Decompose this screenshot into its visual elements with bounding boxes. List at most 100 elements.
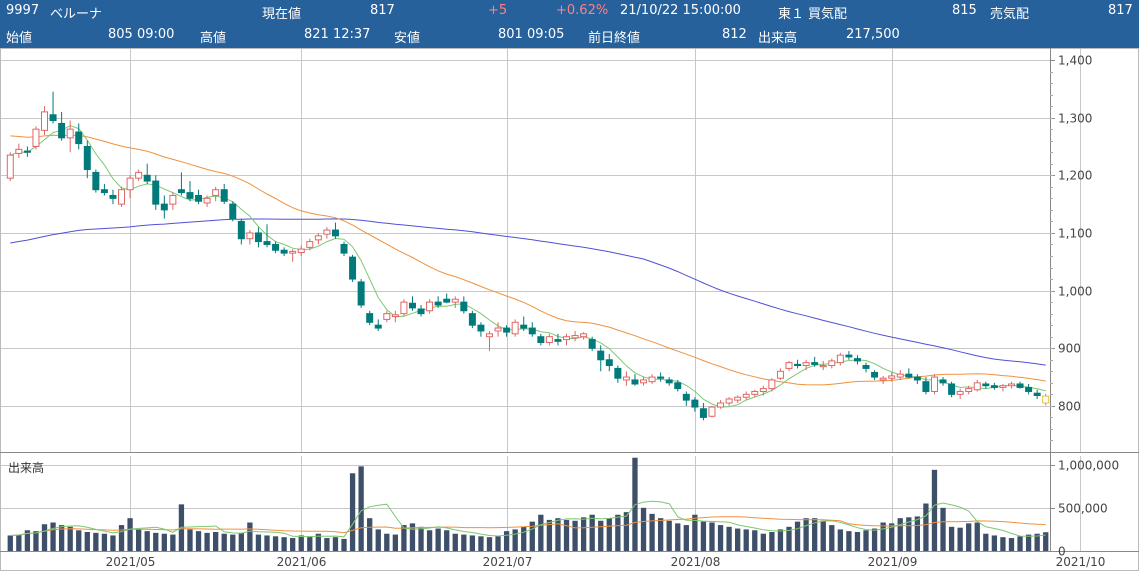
low-label: 安値 — [394, 31, 421, 46]
volume-tick-label: 1,000,000 — [1058, 459, 1119, 473]
candle-body — [930, 376, 938, 392]
axes: 1,400 1,300 1,200 1,100 1,000 900 800 2021/05 20… — [0, 48, 1139, 571]
volume-bar — [846, 531, 852, 551]
price-tick-label: 1,100 — [1058, 227, 1092, 241]
volume-bar — [290, 538, 296, 551]
candle — [203, 195, 211, 207]
candle — [195, 189, 203, 205]
volume-bar — [880, 522, 886, 551]
volume-bar — [820, 520, 826, 551]
candle — [794, 359, 802, 369]
volume-bar — [829, 525, 835, 551]
candle-body — [802, 362, 810, 367]
candle-body — [725, 398, 733, 404]
candle-body — [23, 150, 31, 153]
candle-body — [674, 382, 682, 390]
volume-bar — [418, 526, 424, 551]
volume-average-lines — [10, 500, 1046, 538]
candle — [297, 245, 305, 256]
volume-bar — [538, 514, 544, 551]
candle-body — [853, 358, 861, 362]
candle-body — [999, 385, 1007, 388]
volume-bar — [435, 528, 441, 551]
volume-bar — [230, 534, 236, 551]
candle-body — [785, 362, 793, 369]
date-tick-label: 2021/05 — [106, 555, 156, 569]
volume-bar — [332, 537, 339, 551]
candle-body — [1042, 395, 1050, 404]
volume-bar — [349, 473, 356, 551]
candle-body — [83, 145, 91, 171]
candle — [879, 375, 887, 384]
candle-body — [922, 381, 930, 392]
candle-body — [340, 243, 348, 254]
candle — [776, 368, 784, 380]
volume-bar — [940, 507, 946, 551]
candle-body — [597, 350, 605, 361]
candle — [374, 319, 382, 331]
volume-bar — [238, 532, 244, 551]
moving-average-lines — [10, 125, 1046, 408]
candle-body — [939, 379, 947, 384]
candle-body — [451, 298, 459, 303]
volume-bar — [666, 520, 672, 551]
candle-body — [588, 339, 596, 349]
volume-bar — [957, 527, 963, 551]
candle — [682, 391, 690, 406]
volume-bar — [495, 536, 501, 551]
candlesticks — [6, 91, 1050, 421]
candle-body — [640, 379, 648, 384]
volume-bar — [486, 537, 493, 551]
candle — [691, 397, 699, 412]
volume-bar — [914, 516, 921, 551]
candle-body — [297, 248, 305, 254]
candle — [811, 356, 819, 367]
volume-bar — [931, 469, 938, 551]
candle — [708, 405, 716, 418]
price-change: +5 — [488, 3, 508, 18]
candle-body — [905, 373, 913, 378]
candle — [280, 247, 288, 256]
candle — [75, 123, 83, 150]
candle — [66, 120, 74, 153]
candle — [254, 227, 262, 248]
volume-bar — [1034, 533, 1040, 551]
candle-body — [92, 171, 100, 191]
candle — [528, 322, 536, 337]
volume-bar — [837, 529, 843, 551]
candle — [272, 241, 280, 254]
candle-body — [871, 371, 879, 378]
candle — [990, 382, 998, 390]
volume-bar — [367, 518, 373, 551]
volume-bar — [24, 530, 31, 551]
volume-bar — [1000, 537, 1006, 551]
candle — [220, 183, 228, 205]
candle — [742, 391, 750, 401]
volume-bar — [854, 532, 861, 551]
volume-bar — [76, 530, 82, 551]
candle-body — [845, 354, 853, 358]
candle — [49, 91, 57, 124]
candle-body — [100, 189, 108, 194]
candle-body — [691, 399, 699, 408]
chart-canvas: 1,400 1,300 1,200 1,100 1,000 900 800 2021/05 20… — [0, 48, 1139, 571]
candle — [939, 377, 947, 386]
volume-bar — [589, 514, 595, 551]
volume-bar — [315, 533, 321, 551]
candle-body — [1016, 383, 1024, 388]
candle-body — [768, 379, 776, 390]
candle — [520, 316, 528, 331]
volume-bar — [41, 524, 48, 551]
candle — [1033, 389, 1041, 399]
quote-datetime: 21/10/22 15:00:00 — [620, 3, 741, 18]
candle-body — [742, 393, 750, 398]
candle — [930, 374, 938, 395]
candle — [802, 359, 810, 371]
candle — [717, 400, 725, 409]
candle — [768, 378, 776, 392]
candle-body — [888, 375, 896, 379]
candle — [725, 397, 733, 406]
candle — [503, 325, 511, 337]
candle-body — [648, 376, 656, 383]
candle — [511, 319, 519, 337]
